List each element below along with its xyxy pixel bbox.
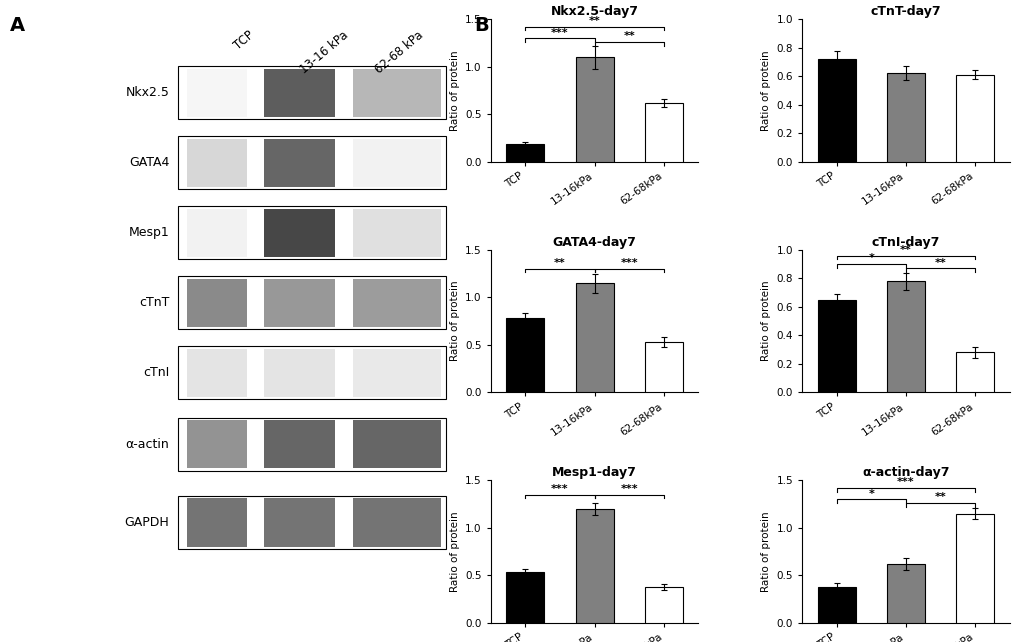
Bar (353, 498, 441, 547)
Text: **: ** (899, 245, 911, 255)
Text: ***: *** (897, 477, 914, 487)
Bar (817, 300, 855, 392)
Text: TCP: TCP (231, 28, 256, 52)
Text: ***: *** (550, 484, 569, 494)
Text: cTnI: cTnI (143, 367, 169, 379)
Text: **: ** (933, 257, 946, 268)
Bar (178, 206, 445, 259)
Bar (353, 279, 441, 327)
Bar (186, 349, 247, 397)
Bar (817, 59, 855, 162)
Bar (505, 318, 544, 392)
Text: 62-68 kPa: 62-68 kPa (372, 28, 426, 76)
Text: α-actin: α-actin (125, 438, 169, 451)
Bar (186, 279, 247, 327)
Bar (264, 139, 335, 187)
Bar (505, 144, 544, 162)
Bar (353, 139, 441, 187)
Text: GAPDH: GAPDH (124, 516, 169, 529)
Bar (575, 509, 613, 623)
Y-axis label: Ratio of protein: Ratio of protein (449, 281, 460, 361)
Bar (887, 564, 924, 623)
Y-axis label: Ratio of protein: Ratio of protein (760, 511, 770, 592)
Text: Mesp1: Mesp1 (128, 227, 169, 239)
Text: 13-16 kPa: 13-16 kPa (298, 28, 351, 76)
Bar (353, 349, 441, 397)
Text: *: * (867, 254, 873, 263)
Bar (644, 103, 682, 162)
Bar (264, 420, 335, 468)
Bar (186, 498, 247, 547)
Bar (186, 139, 247, 187)
Bar (178, 417, 445, 471)
Text: ***: *** (620, 258, 637, 268)
Text: ***: *** (550, 28, 569, 37)
Bar (887, 281, 924, 392)
Text: **: ** (933, 492, 946, 503)
Text: B: B (474, 16, 488, 35)
Title: cTnI-day7: cTnI-day7 (871, 236, 940, 248)
Y-axis label: Ratio of protein: Ratio of protein (760, 50, 770, 131)
Text: A: A (10, 16, 25, 35)
Bar (887, 73, 924, 162)
Text: ***: *** (620, 484, 637, 494)
Text: cTnT: cTnT (139, 297, 169, 309)
Bar (505, 573, 544, 623)
Bar (575, 57, 613, 162)
Bar (644, 587, 682, 623)
Bar (575, 283, 613, 392)
Bar (264, 349, 335, 397)
Y-axis label: Ratio of protein: Ratio of protein (449, 50, 460, 131)
Bar (178, 136, 445, 189)
Bar (955, 352, 994, 392)
Bar (817, 587, 855, 623)
Bar (264, 498, 335, 547)
Text: GATA4: GATA4 (128, 157, 169, 169)
Bar (353, 420, 441, 468)
Title: α-actin-day7: α-actin-day7 (861, 466, 949, 479)
Bar (264, 209, 335, 257)
Bar (955, 74, 994, 162)
Text: *: * (867, 489, 873, 499)
Bar (186, 420, 247, 468)
Bar (178, 496, 445, 549)
Title: GATA4-day7: GATA4-day7 (552, 236, 636, 248)
Bar (178, 66, 445, 119)
Title: cTnT-day7: cTnT-day7 (870, 5, 941, 18)
Bar (186, 69, 247, 117)
Bar (644, 342, 682, 392)
Text: **: ** (588, 16, 600, 26)
Title: Mesp1-day7: Mesp1-day7 (551, 466, 637, 479)
Y-axis label: Ratio of protein: Ratio of protein (760, 281, 770, 361)
Bar (178, 346, 445, 399)
Bar (955, 514, 994, 623)
Text: **: ** (623, 31, 635, 41)
Bar (186, 209, 247, 257)
Bar (353, 69, 441, 117)
Bar (264, 69, 335, 117)
Title: Nkx2.5-day7: Nkx2.5-day7 (550, 5, 638, 18)
Text: Nkx2.5: Nkx2.5 (125, 87, 169, 100)
Bar (264, 279, 335, 327)
Bar (178, 276, 445, 329)
Y-axis label: Ratio of protein: Ratio of protein (449, 511, 460, 592)
Text: **: ** (553, 258, 566, 268)
Bar (353, 209, 441, 257)
